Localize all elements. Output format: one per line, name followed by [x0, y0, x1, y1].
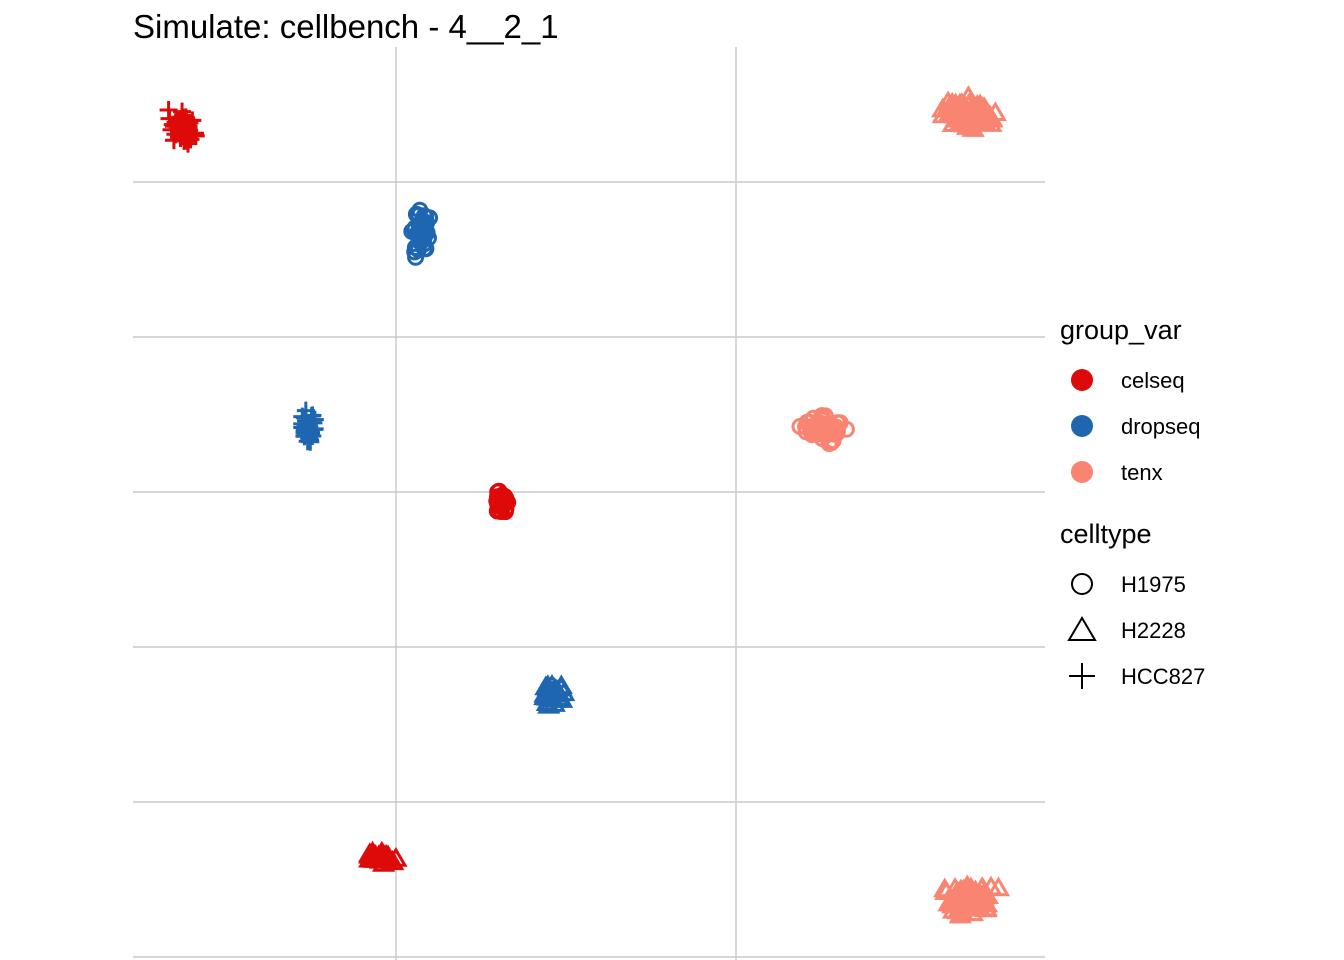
data-point — [296, 425, 315, 444]
legend-title-celltype: celltype — [1060, 519, 1152, 549]
legend-key-dropseq — [1071, 415, 1093, 437]
data-point — [986, 876, 1011, 897]
point-clusters — [159, 85, 1011, 924]
data-point — [950, 882, 974, 903]
legend-title-group_var: group_var — [1060, 315, 1182, 345]
cluster-dropseq-hcc827-4 — [293, 401, 324, 451]
data-point — [164, 117, 183, 136]
data-point — [931, 103, 955, 124]
cluster-tenx-h2228-2 — [931, 85, 1007, 137]
data-point — [369, 848, 394, 869]
legend-key-celseq — [1071, 369, 1093, 391]
data-point — [552, 681, 576, 702]
legend-key-HCC827 — [1069, 663, 1095, 689]
data-point — [933, 877, 957, 898]
data-point — [803, 426, 821, 444]
cluster-tenx-h1975-5 — [791, 407, 855, 452]
data-point — [956, 893, 980, 914]
data-point — [952, 93, 976, 113]
chart-title: Simulate: cellbench - 4__2_1 — [133, 8, 559, 45]
data-point — [491, 502, 509, 520]
data-point — [970, 876, 995, 896]
data-point — [965, 96, 989, 117]
legend-label-H2228: H2228 — [1121, 618, 1186, 643]
data-point — [827, 418, 845, 436]
legend-label-H1975: H1975 — [1121, 572, 1186, 597]
legend-key-tenx — [1071, 461, 1093, 483]
cluster-dropseq-h1975-3 — [403, 201, 439, 266]
legend-label-celseq: celseq — [1121, 368, 1185, 393]
data-point — [174, 123, 193, 142]
data-point — [159, 100, 178, 119]
data-point — [384, 846, 408, 867]
cluster-tenx-h2228-9 — [933, 874, 1011, 924]
data-point — [831, 414, 849, 432]
cluster-celseq-h1975-6 — [488, 482, 517, 521]
legend-label-tenx: tenx — [1121, 460, 1163, 485]
data-point — [492, 495, 510, 513]
data-point — [413, 214, 431, 232]
data-point — [542, 677, 567, 698]
legend-label-HCC827: HCC827 — [1121, 664, 1205, 689]
data-point — [413, 232, 431, 250]
cluster-celseq-h2228-8 — [358, 840, 408, 872]
data-point — [305, 410, 324, 429]
legend-label-dropseq: dropseq — [1121, 414, 1201, 439]
data-point — [813, 423, 831, 441]
cluster-celseq-hcc827-1 — [159, 100, 205, 153]
gridlines — [133, 47, 1045, 960]
cluster-dropseq-h2228-7 — [533, 673, 576, 714]
data-point — [954, 110, 979, 130]
legend-key-H1975 — [1071, 573, 1093, 595]
legend-key-H2228 — [1067, 616, 1097, 641]
data-point — [822, 434, 840, 452]
data-point — [416, 240, 433, 258]
